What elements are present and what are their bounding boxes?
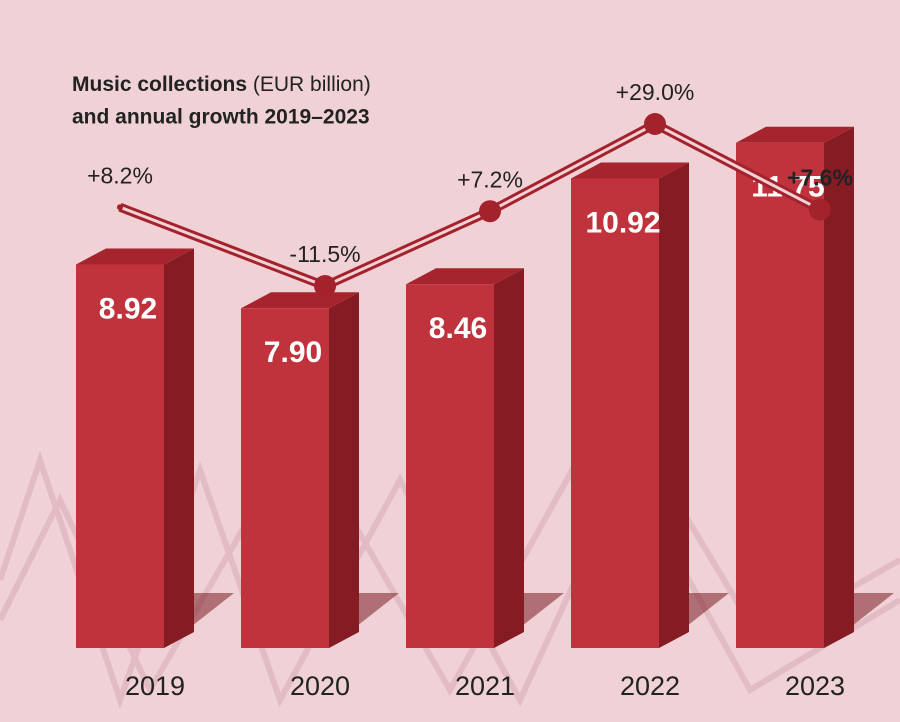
bar-side bbox=[659, 162, 689, 648]
bar-top bbox=[76, 248, 194, 265]
bar-side bbox=[164, 248, 194, 648]
growth-label: +29.0% bbox=[616, 79, 695, 105]
bar-top bbox=[736, 126, 854, 143]
bar-top bbox=[406, 268, 524, 285]
growth-label: -11.5% bbox=[289, 241, 360, 267]
x-tick-label: 2020 bbox=[290, 671, 350, 701]
bar-top bbox=[571, 162, 689, 179]
value-label: 10.92 bbox=[585, 206, 660, 239]
x-tick-label: 2019 bbox=[125, 671, 185, 701]
bar-side bbox=[494, 268, 524, 648]
bar-top bbox=[241, 292, 359, 309]
growth-label: +8.2% bbox=[87, 162, 153, 188]
value-label: 7.90 bbox=[264, 336, 322, 369]
chart-title: Music collections (EUR billion) bbox=[72, 73, 371, 96]
bar bbox=[241, 308, 329, 648]
x-tick-label: 2023 bbox=[785, 671, 845, 701]
growth-marker bbox=[479, 200, 501, 223]
bar-side bbox=[824, 126, 854, 648]
title-main: Music collections bbox=[72, 73, 247, 96]
title-unit: (EUR billion) bbox=[253, 73, 371, 96]
growth-label: +7.2% bbox=[457, 166, 523, 192]
growth-label: +7.6% bbox=[787, 165, 853, 191]
chart-subtitle: and annual growth 2019–2023 bbox=[72, 106, 370, 129]
value-label: 8.46 bbox=[429, 312, 487, 345]
x-tick-label: 2022 bbox=[620, 671, 680, 701]
value-label: 8.92 bbox=[99, 292, 157, 325]
growth-marker bbox=[809, 198, 831, 221]
bar bbox=[76, 264, 164, 648]
bar bbox=[736, 142, 824, 648]
growth-marker bbox=[644, 113, 666, 135]
bar bbox=[571, 178, 659, 648]
bar-side bbox=[329, 292, 359, 648]
growth-marker bbox=[314, 275, 336, 297]
x-tick-label: 2021 bbox=[455, 671, 515, 701]
growth-marker bbox=[117, 204, 123, 211]
bar bbox=[406, 284, 494, 648]
